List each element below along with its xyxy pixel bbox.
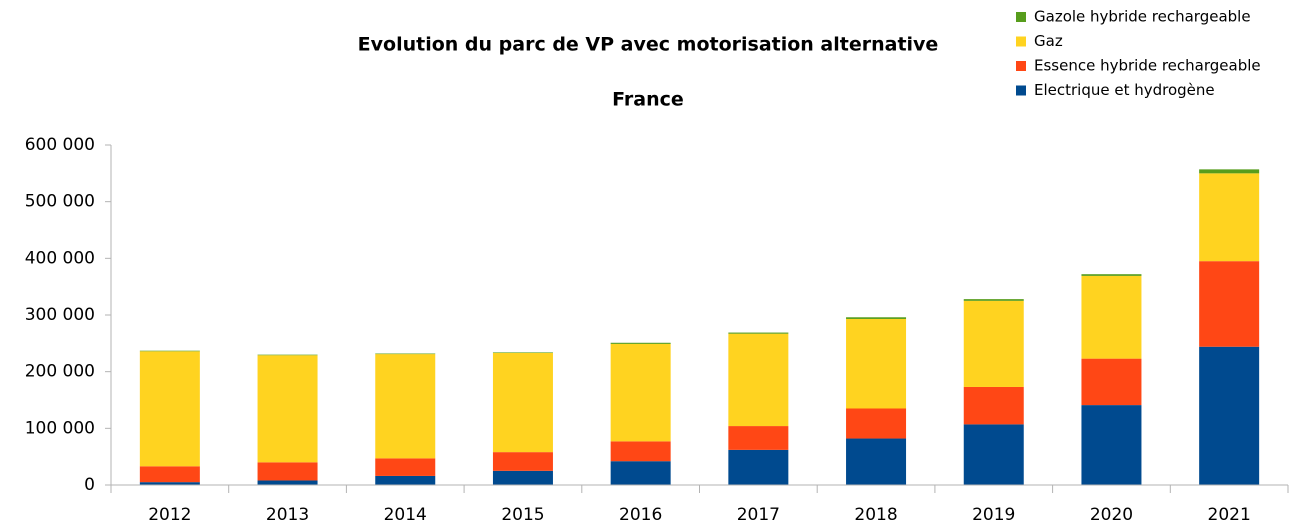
- bar-segment: [375, 458, 436, 476]
- bar-segment: [257, 355, 318, 463]
- legend-label: Gaz: [1034, 32, 1063, 50]
- bar-segment: [963, 299, 1024, 301]
- y-tick-label: 100 000: [25, 418, 95, 438]
- bar-segment: [728, 449, 789, 485]
- bar-segment: [728, 332, 789, 334]
- bar-segment: [610, 441, 671, 462]
- x-tick-label: 2014: [384, 505, 427, 525]
- y-tick-label: 300 000: [25, 305, 95, 325]
- bar-segment: [139, 351, 200, 467]
- y-tick-label: 500 000: [25, 192, 95, 212]
- bar-segment: [1081, 274, 1142, 276]
- bar-segment: [610, 343, 671, 442]
- bar-segment: [1081, 405, 1142, 485]
- x-tick-label: 2016: [619, 505, 662, 525]
- legend-swatch: [1016, 36, 1026, 47]
- bar-segment: [1081, 358, 1142, 406]
- legend-label: Electrique et hydrogène: [1034, 81, 1215, 99]
- bar-segment: [492, 352, 553, 353]
- bar-segment: [728, 333, 789, 427]
- x-tick-label: 2012: [148, 505, 191, 525]
- bar-segment: [492, 352, 553, 453]
- x-tick-label: 2018: [854, 505, 897, 525]
- bar-segment: [139, 350, 200, 352]
- chart-title: Evolution du parc de VP avec motorisatio…: [358, 34, 939, 56]
- x-tick-label: 2017: [737, 505, 780, 525]
- y-tick-label: 0: [84, 475, 95, 495]
- bar-segment: [846, 317, 907, 319]
- bar-segment: [846, 318, 907, 409]
- bar-segment: [1199, 169, 1260, 174]
- x-tick-label: 2019: [972, 505, 1015, 525]
- bar-segment: [257, 354, 318, 356]
- bar-segment: [846, 438, 907, 485]
- bar-segment: [257, 462, 318, 481]
- bar-segment: [1199, 346, 1260, 485]
- bar-segment: [492, 470, 553, 485]
- legend-label: Gazole hybride rechargeable: [1034, 8, 1251, 26]
- bar-segment: [492, 452, 553, 471]
- bar-segment: [610, 342, 671, 344]
- legend-swatch: [1016, 61, 1026, 71]
- x-tick-label: 2020: [1090, 505, 1133, 525]
- bar-segment: [257, 480, 318, 485]
- x-tick-label: 2015: [501, 505, 544, 525]
- x-tick-label: 2013: [266, 505, 309, 525]
- bar-segment: [610, 461, 671, 485]
- bar-segment: [375, 353, 436, 355]
- legend-label: Essence hybride rechargeable: [1034, 57, 1261, 75]
- bar-segment: [375, 475, 436, 485]
- bar-segment: [963, 300, 1024, 387]
- x-tick-label: 2021: [1208, 505, 1251, 525]
- bar-segment: [963, 386, 1024, 425]
- y-tick-label: 400 000: [25, 248, 95, 268]
- y-tick-label: 200 000: [25, 362, 95, 382]
- legend-swatch: [1016, 85, 1026, 96]
- bar-segment: [1081, 275, 1142, 359]
- bar-segment: [139, 466, 200, 483]
- bar-segment: [139, 482, 200, 485]
- bar-segment: [375, 354, 436, 459]
- bar-segment: [963, 424, 1024, 485]
- bar-segment: [728, 426, 789, 450]
- bar-segment: [1199, 173, 1260, 262]
- bar-segment: [846, 408, 907, 439]
- bar-segment: [1199, 261, 1260, 347]
- legend-swatch: [1016, 12, 1026, 22]
- chart-subtitle: France: [612, 89, 684, 111]
- y-tick-label: 600 000: [25, 135, 95, 155]
